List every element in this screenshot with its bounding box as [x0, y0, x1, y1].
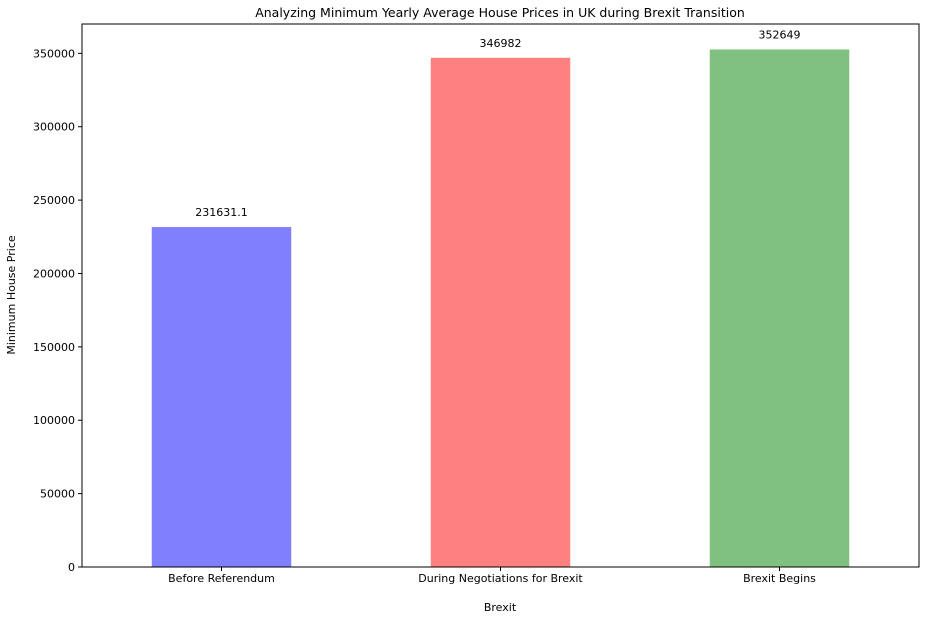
bar-3 — [709, 49, 850, 568]
chart-title: Analyzing Minimum Yearly Average House P… — [255, 5, 745, 20]
data-label-1: 231631.1 — [195, 206, 248, 219]
y-tick-label-1: 0 — [68, 561, 75, 574]
x-tick-label-2: During Negotiations for Brexit — [418, 572, 583, 585]
y-tick-label-8: 350000 — [33, 47, 75, 60]
x-tick-label-3: Brexit Begins — [743, 572, 816, 585]
y-tick-label-3: 100000 — [33, 414, 75, 427]
plot-frame — [81, 23, 920, 568]
y-tick-label-6: 250000 — [33, 194, 75, 207]
data-label-3: 352649 — [759, 28, 801, 41]
bar-2 — [430, 57, 571, 568]
y-tick-label-2: 50000 — [40, 488, 75, 501]
y-tick-label-4: 150000 — [33, 341, 75, 354]
data-label-2: 346982 — [480, 37, 522, 50]
y-tick-label-7: 300000 — [33, 121, 75, 134]
x-tick-label-1: Before Referendum — [168, 572, 275, 585]
bar-1 — [151, 227, 292, 567]
y-tick-label-5: 200000 — [33, 267, 75, 280]
y-axis-label: Minimum House Price — [5, 235, 18, 355]
x-axis-label: Brexit — [484, 601, 517, 614]
